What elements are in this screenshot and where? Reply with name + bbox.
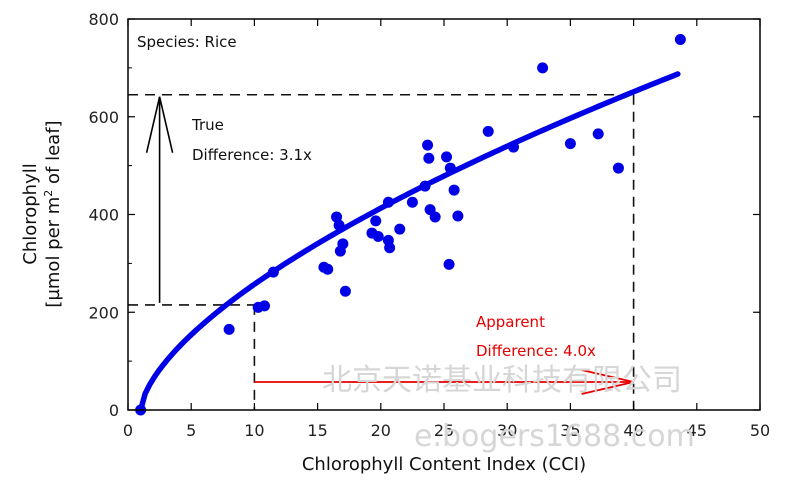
y-axis-label-unit-sup: 2: [42, 190, 55, 197]
data-points: [135, 34, 686, 416]
data-point: [406, 196, 418, 208]
apparent-difference-arrow-head: [581, 369, 634, 395]
y-tick-label: 400: [88, 206, 119, 225]
true-difference-title: True: [191, 116, 224, 134]
data-point: [333, 219, 345, 231]
data-point: [482, 125, 494, 137]
data-point: [419, 180, 431, 192]
y-tick-label: 800: [88, 10, 119, 29]
watermark-company: 北京天诺基业科技有限公司: [322, 363, 682, 398]
data-point: [382, 196, 394, 208]
data-point: [223, 323, 235, 335]
apparent-difference-value: Difference: 4.0x: [476, 342, 596, 360]
x-tick-label: 50: [750, 421, 770, 440]
y-tick-label: 200: [88, 303, 119, 322]
data-point: [394, 223, 406, 235]
x-tick-label: 30: [497, 421, 517, 440]
data-point: [267, 266, 279, 278]
true-difference-value: Difference: 3.1x: [192, 146, 312, 164]
data-point: [259, 300, 271, 312]
data-point: [452, 210, 464, 222]
fit-curve: [137, 71, 681, 413]
y-axis-label-line2: [µmol per m2 of leaf]: [42, 120, 64, 307]
x-tick-label: 40: [623, 421, 643, 440]
arrows: [145, 96, 634, 395]
x-tick-label: 10: [244, 421, 264, 440]
y-axis-label-unit-a: [µmol per m: [43, 197, 64, 308]
data-point: [444, 162, 456, 174]
data-point: [508, 141, 520, 153]
x-tick-label: 0: [123, 421, 133, 440]
data-point: [674, 34, 686, 46]
data-point: [339, 285, 351, 297]
data-point: [331, 211, 343, 223]
y-axis-label: Chlorophyll [µmol per m2 of leaf]: [20, 120, 64, 307]
x-tick-label: 20: [371, 421, 391, 440]
y-axis-label-line1: Chlorophyll: [20, 163, 41, 265]
x-axis-label: Chlorophyll Content Index (CCI): [302, 454, 586, 475]
data-point: [337, 238, 349, 250]
y-tick-label: 0: [109, 401, 119, 420]
x-tick-label: 25: [434, 421, 454, 440]
data-point: [322, 263, 334, 275]
data-point: [612, 162, 624, 174]
y-axis-label-unit-b: of leaf]: [43, 120, 64, 189]
data-point: [443, 258, 455, 270]
fit-curve-group: [137, 71, 681, 413]
data-point: [564, 138, 576, 150]
apparent-difference-title: Apparent: [476, 313, 545, 331]
reference-lines: [128, 93, 635, 410]
data-point: [429, 211, 441, 223]
true-difference-arrow-head: [145, 96, 174, 153]
species-label: Species: Rice: [137, 33, 237, 51]
x-tick-label: 35: [560, 421, 580, 440]
axis-ticks: 0 5 10 15 20 25 30 35 40 45 50 0 200 400 600 800: [88, 10, 770, 440]
x-tick-label: 5: [186, 421, 196, 440]
data-point: [441, 151, 453, 163]
data-point: [592, 128, 604, 140]
data-point: [448, 184, 460, 196]
data-point: [372, 230, 384, 242]
y-tick-label: 600: [88, 108, 119, 127]
x-tick-label: 45: [687, 421, 707, 440]
data-point: [370, 215, 382, 227]
x-tick-label: 15: [307, 421, 327, 440]
data-point: [423, 152, 435, 164]
watermark-site: e.bogers1688.com: [414, 419, 695, 454]
data-point: [537, 62, 549, 74]
data-point: [384, 242, 396, 254]
data-point: [422, 139, 434, 151]
